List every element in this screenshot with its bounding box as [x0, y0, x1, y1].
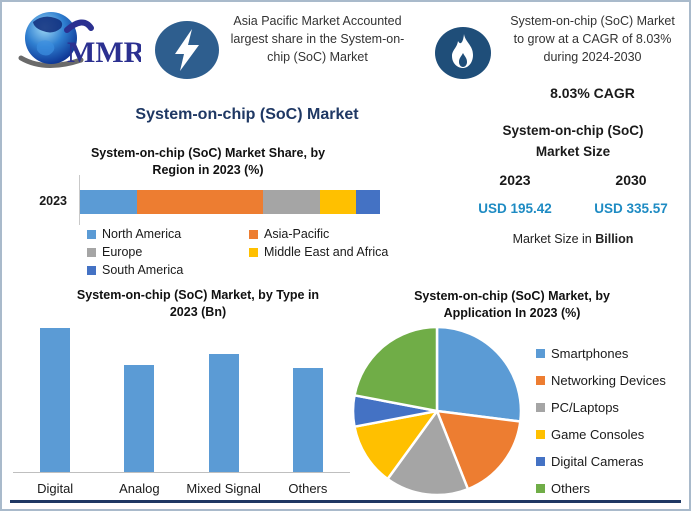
legend-item-others: Others [536, 475, 686, 502]
logo-text: MMR [67, 36, 141, 69]
market-size-value-2030: USD 335.57 [594, 200, 668, 216]
region-segment-north-america [80, 190, 137, 214]
region-chart-title-line-2: Region in 2023 (%) [152, 162, 264, 177]
region-stacked-bar [80, 190, 380, 214]
market-size-note-prefix: Market Size in [512, 231, 596, 246]
page-title: System-on-chip (SoC) Market [135, 106, 359, 123]
highlight-line-2: largest share in the System-on- [230, 31, 405, 46]
region-legend: North America Asia-Pacific Europe Middle Ea… [87, 225, 407, 279]
market-size-year-2030: 2030 [615, 171, 647, 188]
bar-column [266, 324, 350, 472]
highlight-line-3: chip (SoC) Market [267, 49, 368, 64]
pie-slice-smartphones [435, 325, 523, 423]
bar-label-others: Others [288, 481, 328, 496]
bar-analog [124, 365, 155, 472]
legend-label: Middle East and Africa [264, 245, 389, 259]
type-chart-title-line-1: System-on-chip (SoC) Market, by Type in [76, 288, 320, 302]
legend-swatch-icon [536, 430, 545, 439]
legend-label: Asia-Pacific [264, 227, 330, 241]
pie-slice-pc-laptops [386, 409, 470, 497]
region-segment-south-america [356, 190, 380, 214]
legend-swatch-icon [87, 229, 96, 239]
legend-item-game-consoles: Game Consoles [536, 421, 686, 448]
application-pie [351, 325, 523, 497]
legend-swatch-icon [536, 457, 545, 466]
legend-label: Networking Devices [551, 373, 666, 388]
type-x-axis [13, 472, 350, 473]
legend-item-asia-pacific: Asia-Pacific [249, 227, 407, 241]
legend-swatch-icon [249, 229, 258, 239]
cagr-text: System-on-chip (SoC) Market to grow at a… [500, 13, 685, 66]
legend-label: Others [551, 481, 591, 496]
legend-item-europe: Europe [87, 245, 249, 259]
bar-label-mixed-signal: Mixed Signal [186, 481, 261, 496]
market-size-value-2023: USD 195.42 [478, 200, 552, 216]
bar-label-digital: Digital [37, 481, 74, 496]
legend-swatch-icon [87, 265, 96, 275]
legend-label: South America [102, 263, 184, 277]
cagr-line-3: during 2024-2030 [543, 49, 642, 64]
legend-item-pc-laptops: PC/Laptops [536, 394, 686, 421]
legend-label: Game Consoles [551, 427, 645, 442]
legend-item-north-america: North America [87, 227, 249, 241]
region-segment-asia-pacific [137, 190, 263, 214]
region-chart-title: System-on-chip (SoC) Market Share, by Re… [58, 145, 358, 178]
flame-icon [434, 25, 492, 86]
legend-swatch-icon [536, 484, 545, 493]
bar-column [182, 324, 266, 472]
market-size-year-2023: 2023 [499, 171, 531, 188]
highlight-text: Asia Pacific Market Accounted largest sh… [215, 13, 420, 66]
bar-digital [40, 328, 71, 472]
type-labels: Digital Analog Mixed Signal Others [13, 481, 350, 496]
region-chart-title-line-1: System-on-chip (SoC) Market Share, by [90, 146, 326, 160]
region-segment-europe [263, 190, 320, 214]
bar-mixed-signal [208, 354, 239, 472]
pie-slice-others [353, 325, 439, 413]
bar-column [97, 324, 181, 472]
bar-others [292, 368, 323, 472]
legend-swatch-icon [87, 247, 96, 257]
market-size-note-unit: Billion [595, 231, 634, 246]
legend-item-middle-east-and-africa: Middle East and Africa [249, 245, 407, 259]
legend-label: North America [102, 227, 182, 241]
market-size-title-line-2: Market Size [535, 143, 611, 159]
legend-swatch-icon [536, 349, 545, 358]
mmr-logo: MMR [15, 10, 146, 77]
market-size-note: Market Size in Billion [457, 232, 689, 246]
application-chart-title-line-2: Application In 2023 (%) [443, 305, 581, 320]
legend-item-smartphones: Smartphones [536, 340, 686, 367]
region-axis-label: 2023 [39, 194, 67, 208]
cagr-line-1: System-on-chip (SoC) Market [510, 14, 675, 28]
type-chart-title: System-on-chip (SoC) Market, by Type in … [38, 287, 358, 320]
legend-swatch-icon [249, 247, 258, 257]
lightning-icon [154, 20, 220, 85]
legend-label: Smartphones [551, 346, 629, 361]
type-chart-title-line-2: 2023 (Bn) [169, 304, 227, 319]
type-bars [13, 324, 350, 472]
market-size-title-line-1: System-on-chip (SoC) [502, 123, 644, 138]
application-chart-title-line-1: System-on-chip (SoC) Market, by [414, 289, 610, 303]
region-y-axis [79, 175, 80, 225]
market-size-panel: System-on-chip (SoC) Market Size 2023 20… [457, 121, 689, 246]
legend-label: Europe [102, 245, 143, 259]
legend-label: Digital Cameras [551, 454, 644, 469]
application-chart-title: System-on-chip (SoC) Market, by Applicat… [397, 288, 627, 321]
pie-slice-networking-devices [435, 409, 522, 491]
globe-logo-icon: MMR [18, 12, 146, 69]
highlight-line-1: Asia Pacific Market Accounted [233, 14, 402, 28]
bottom-divider [10, 500, 681, 503]
legend-swatch-icon [536, 376, 545, 385]
application-legend: Smartphones Networking Devices PC/Laptops G… [536, 340, 686, 502]
region-segment-middle-east-and-africa [320, 190, 356, 214]
legend-item-south-america: South America [87, 263, 249, 277]
cagr-badge: 8.03% CAGR [550, 85, 635, 101]
bar-label-analog: Analog [119, 481, 160, 496]
legend-item-networking-devices: Networking Devices [536, 367, 686, 394]
cagr-line-2: to grow at a CAGR of 8.03% [513, 31, 672, 46]
bar-column [13, 324, 97, 472]
legend-item-digital-cameras: Digital Cameras [536, 448, 686, 475]
legend-label: PC/Laptops [551, 400, 619, 415]
legend-swatch-icon [536, 403, 545, 412]
